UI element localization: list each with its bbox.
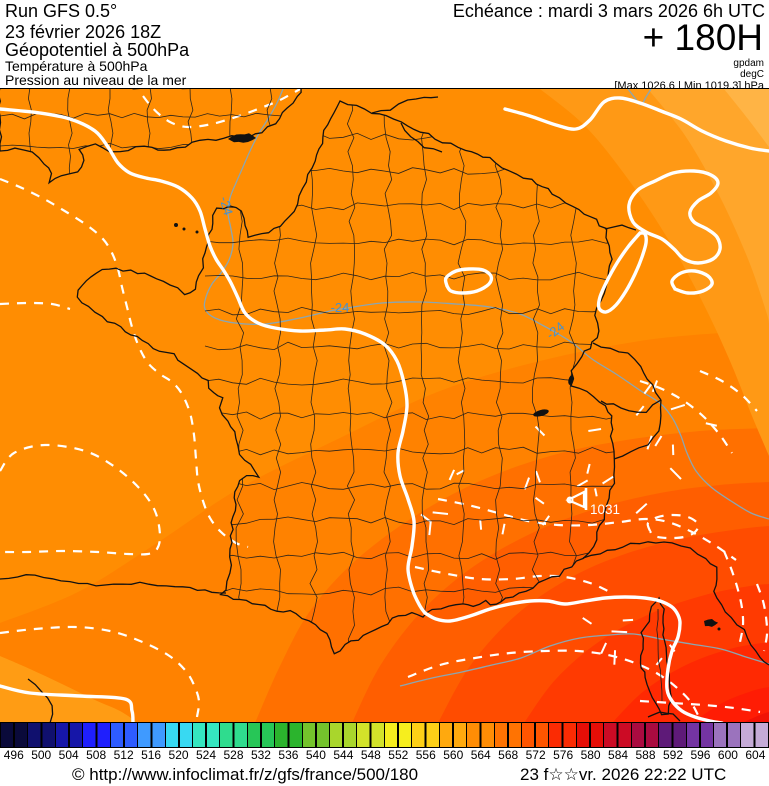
geopotential-color-bands (0, 89, 769, 723)
colorbar-tick-label: 588 (635, 748, 656, 762)
unit-gpdam-label: gpdam (733, 58, 764, 69)
validity-label: Echéance : mardi 3 mars 2026 6h UTC (452, 1, 765, 21)
colorbar-cell (357, 723, 385, 747)
colorbar-tick-label: 504 (58, 748, 79, 762)
parameter-tertiary-label: Pression au niveau de la mer (5, 72, 187, 88)
colorbar-cell (220, 723, 248, 747)
parameter-secondary-label: Température à 500hPa (5, 58, 148, 74)
colorbar-tick-label: 580 (580, 748, 601, 762)
colorbar-cell (494, 723, 523, 747)
colorbar-tick-label: 524 (196, 748, 217, 762)
lead-time-label: + 180H (642, 17, 763, 58)
colorbar-tick-label: 572 (525, 748, 546, 762)
copyright-url: © http://www.infoclimat.fr/z/gfs/france/… (72, 764, 419, 784)
colorbar-tick-label: 508 (86, 748, 107, 762)
colorbar-cell (28, 723, 56, 747)
colorbar-cell (83, 723, 111, 747)
colorbar-tick-label: 564 (470, 748, 491, 762)
colorbar-cell (302, 723, 331, 747)
colorbar-cell (55, 723, 84, 747)
generation-datetime: 23 f☆☆vr. 2026 22:22 UTC (520, 764, 727, 784)
colorbar-tick-label: 568 (498, 748, 519, 762)
colorbar-tick-label: 496 (3, 748, 24, 762)
colorbar-tick-label: 552 (388, 748, 409, 762)
colorbar-cell (165, 723, 193, 747)
colorbar-cell (467, 723, 495, 747)
colorbar-cell (275, 723, 303, 747)
colorbar-cell (659, 723, 687, 747)
colorbar-tick-label: 500 (31, 748, 52, 762)
colorbar-tick-label: 596 (690, 748, 711, 762)
model-run-label: Run GFS 0.5° (5, 1, 118, 21)
colorbar-tick-label: 576 (553, 748, 574, 762)
colorbar-cell (604, 723, 632, 747)
colorbar-tick-label: 592 (662, 748, 683, 762)
colorbar-cell (549, 723, 577, 747)
unit-degc-label: degC (740, 69, 764, 80)
colorbar-tick-label: 512 (113, 748, 134, 762)
colorbar-tick-label: 532 (250, 748, 271, 762)
colorbar-cell (412, 723, 440, 747)
dashed-isobars (0, 89, 769, 718)
colorbar-tick-label: 516 (141, 748, 162, 762)
parameter-main-label: Géopotentiel à 500hPa (5, 40, 190, 60)
colorbar-tick-label: 548 (360, 748, 381, 762)
map-canvas: -24 -24 -24 1031 (0, 88, 769, 723)
temp-contour-label: -24 (217, 195, 236, 217)
colorbar-tick-label: 560 (443, 748, 464, 762)
colorbar-cell (330, 723, 358, 747)
colorbar-cell (576, 723, 605, 747)
colorbar-tick-label: 556 (415, 748, 436, 762)
colorbar-cell (631, 723, 660, 747)
colorbar-cell (741, 723, 769, 747)
solid-isobars (0, 96, 769, 723)
colorbar-cell (522, 723, 550, 747)
colorbar-tick-label: 528 (223, 748, 244, 762)
temp-contour-label: -24 (331, 300, 350, 315)
temperature-contours (203, 89, 769, 687)
colorbar-tick-label: 544 (333, 748, 354, 762)
map-labels: -24 -24 -24 1031 (217, 195, 620, 517)
geopotential-colorbar (0, 722, 769, 748)
colorbar-tick-label: 536 (278, 748, 299, 762)
colorbar-cell (192, 723, 221, 747)
high-pressure-value: 1031 (590, 502, 620, 517)
high-pressure-marker: 1031 (565, 488, 620, 517)
colorbar-tick-label: 604 (745, 748, 766, 762)
colorbar-tick-label: 584 (608, 748, 629, 762)
colorbar-tick-label: 600 (717, 748, 738, 762)
colorbar-cell (110, 723, 139, 747)
colorbar-cell (138, 723, 166, 747)
colorbar-cell (0, 723, 29, 747)
colorbar-tick-label: 520 (168, 748, 189, 762)
colorbar-cell (384, 723, 413, 747)
colorbar-tick-label: 540 (305, 748, 326, 762)
colorbar-cell (713, 723, 742, 747)
run-date-label: 23 février 2026 18Z (5, 22, 162, 42)
geopotential-colorbar-labels: 496 500 504 508 512 516 520 524 528 532 536 540 544 5… (0, 748, 769, 763)
map-header: Run GFS 0.5° 23 février 2026 18Z Géopote… (0, 0, 769, 92)
colorbar-cell (686, 723, 714, 747)
colorbar-cell (439, 723, 468, 747)
colorbar-cell (247, 723, 276, 747)
map-footer: © http://www.infoclimat.fr/z/gfs/france/… (0, 763, 769, 786)
